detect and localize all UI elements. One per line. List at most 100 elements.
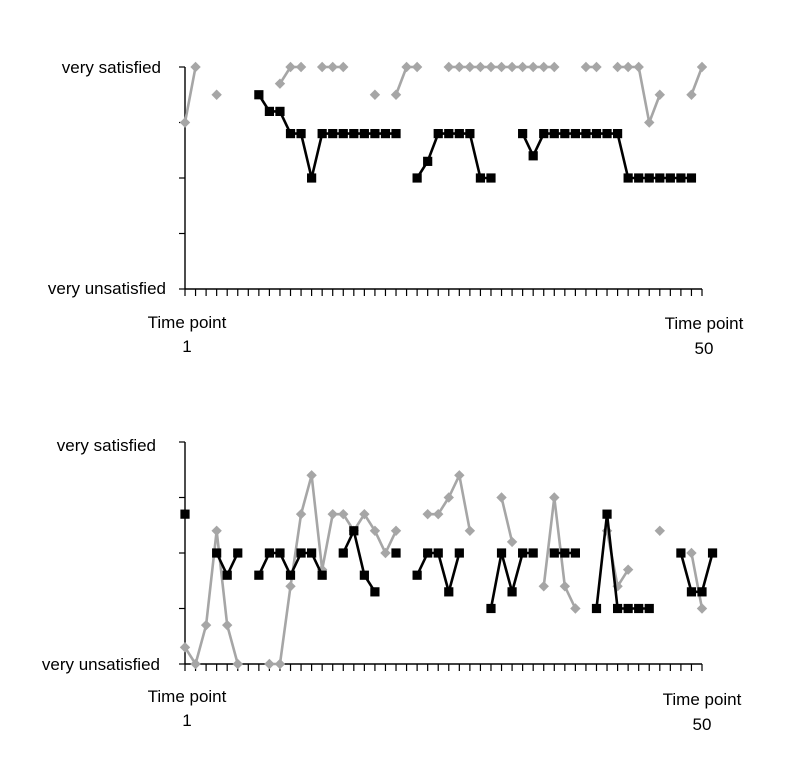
data-point-square [592,129,601,138]
data-point-square [560,129,569,138]
series-line-segment [227,625,238,664]
data-point-diamond [285,581,295,591]
data-point-diamond [581,62,591,72]
data-point-square [318,129,327,138]
series-line-segment [512,553,523,592]
data-point-square [413,571,422,580]
data-point-square [676,548,685,557]
data-point-square [529,548,538,557]
data-point-diamond [180,117,190,127]
data-point-diamond [686,548,696,558]
chart-1: very satisfiedvery unsatisfiedTime point… [48,58,744,358]
data-point-square [254,571,263,580]
series-line-segment [681,553,692,592]
series-line-segment [459,475,470,531]
data-point-square [223,571,232,580]
data-point-square [339,129,348,138]
data-point-square [180,510,189,519]
data-point-diamond [549,62,559,72]
data-point-diamond [370,90,380,100]
data-point-diamond [454,62,464,72]
series-2-square [180,510,717,614]
data-point-square [413,173,422,182]
data-point-square [687,587,696,596]
data-point-diamond [201,620,211,630]
data-point-diamond [549,492,559,502]
data-point-diamond [296,62,306,72]
data-point-square [455,548,464,557]
data-point-square [370,587,379,596]
data-point-diamond [496,492,506,502]
data-point-square [655,173,664,182]
data-point-square [708,548,717,557]
data-point-square [307,173,316,182]
data-point-diamond [444,62,454,72]
series-line-segment [639,67,650,123]
data-point-diamond [465,526,475,536]
data-point-square [486,604,495,613]
data-point-square [613,129,622,138]
data-point-square [676,173,685,182]
data-point-diamond [380,548,390,558]
series-line-segment [502,498,513,542]
data-point-square [455,129,464,138]
data-point-diamond [507,537,517,547]
data-point-square [602,510,611,519]
series-line-segment [691,67,702,95]
data-point-diamond [328,62,338,72]
data-point-square [339,548,348,557]
data-point-square [571,548,580,557]
data-point-diamond [517,62,527,72]
data-point-square [286,571,295,580]
series-line-segment [449,553,460,592]
data-point-square [518,129,527,138]
data-point-diamond [317,62,327,72]
x-tick-label-first: Time point [148,687,227,706]
x-tick-label-first-number: 1 [182,337,191,356]
series-line-segment [312,134,323,178]
data-point-diamond [211,90,221,100]
data-point-square [634,173,643,182]
data-point-square [307,548,316,557]
data-point-square [624,604,633,613]
data-point-diamond [465,62,475,72]
data-point-square [444,129,453,138]
x-tick-label-first: Time point [148,313,227,332]
data-point-diamond [644,117,654,127]
data-point-diamond [454,470,464,480]
series-line-segment [196,625,207,664]
data-point-square [666,173,675,182]
data-point-square [254,90,263,99]
data-point-square [550,129,559,138]
data-point-diamond [475,62,485,72]
data-point-square [328,129,337,138]
data-point-diamond [222,620,232,630]
series-line-segment [491,553,502,609]
x-tick-label-first-number: 1 [182,711,191,730]
data-point-square [265,107,274,116]
data-point-square [360,571,369,580]
data-point-diamond [296,509,306,519]
data-point-diamond [211,526,221,536]
data-point-diamond [401,62,411,72]
data-point-diamond [306,470,316,480]
series-line-segment [554,498,565,587]
data-point-square [571,129,580,138]
series-line-segment [438,553,449,592]
data-point-diamond [275,659,285,669]
data-point-diamond [612,62,622,72]
data-point-diamond [328,509,338,519]
data-point-square [624,173,633,182]
x-tick-label-last-number: 50 [695,339,714,358]
series-line-segment [544,498,555,587]
data-point-square [507,587,516,596]
data-point-diamond [496,62,506,72]
data-point-diamond [697,62,707,72]
data-point-square [613,604,622,613]
series-line-segment [206,531,217,625]
data-point-square [434,548,443,557]
data-point-square [518,548,527,557]
data-point-diamond [591,62,601,72]
